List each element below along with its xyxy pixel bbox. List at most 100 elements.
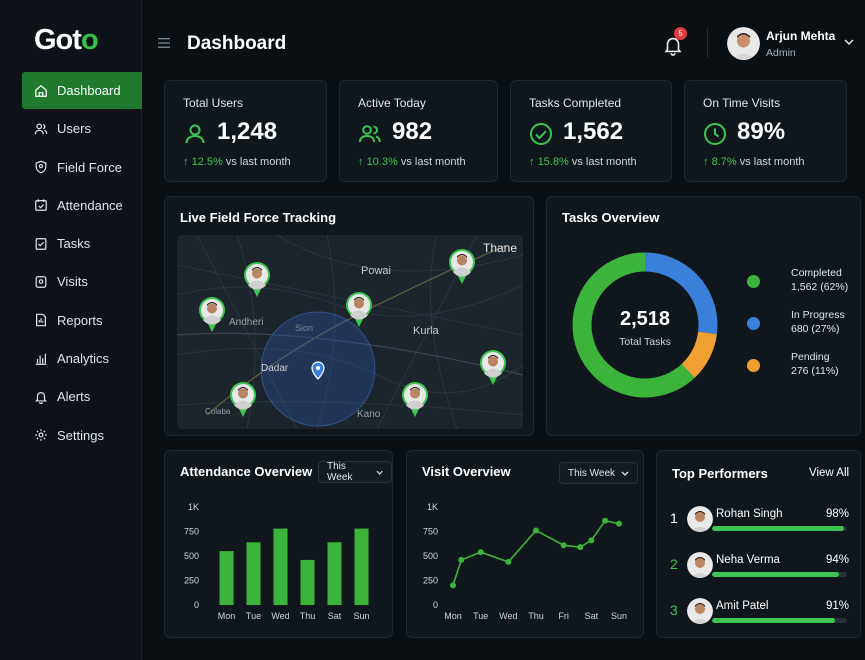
performer-percent: 94% (826, 554, 850, 566)
user-name: Arjun Mehta (766, 29, 836, 43)
view-all-link[interactable]: View All (809, 467, 850, 479)
performer-name: Rohan Singh (716, 508, 783, 520)
performer-avatar (687, 506, 713, 532)
y-tick-label: 500 (423, 551, 438, 561)
top-performers-title: Top Performers (672, 466, 768, 481)
visit-point (533, 527, 539, 534)
attendance-period-select[interactable]: This Week (318, 461, 392, 483)
bar-chart-icon (34, 352, 48, 366)
sidebar-item-label: Users (57, 121, 91, 137)
map-label-thane: Thane (483, 241, 518, 255)
tasks-overview-card: Tasks Overview 2,518 Total Tasks Complet… (546, 196, 861, 436)
field-agent-pin[interactable] (229, 381, 257, 419)
sidebar-item-label: Analytics (57, 351, 110, 367)
legend-value: 276 (11%) (791, 365, 839, 377)
map-label-powai: Powai (361, 265, 391, 277)
visit-period-select[interactable]: This Week (559, 462, 639, 484)
top-performers-card: Top Performers View All 1 Rohan Singh 98% 2… (656, 450, 861, 638)
user-avatar[interactable] (727, 27, 760, 60)
donut-total-label: Total Tasks (619, 336, 671, 348)
stat-card-tasks-completed: Tasks Completed 1,562 ↑ 15.8% vs last mont… (510, 80, 672, 182)
sidebar-item-label: Settings (57, 427, 104, 443)
attendance-card: Attendance Overview This Week 0 250 500 750… (164, 450, 393, 638)
attendance-bar-chart: 0 250 500 750 1K Mon Tue Wed Thu Sat Sun (184, 502, 370, 621)
menu-icon[interactable] (158, 38, 170, 48)
performer-avatar (687, 552, 713, 578)
performer-progress (712, 572, 847, 577)
y-tick-label: 1K (188, 502, 199, 512)
home-icon (34, 84, 48, 98)
performer-avatar (687, 598, 713, 624)
stat-label: Active Today (358, 96, 426, 110)
report-icon (34, 313, 48, 327)
performer-progress (712, 618, 847, 623)
field-agent-pin[interactable] (345, 291, 373, 329)
performer-name: Neha Verma (716, 554, 780, 566)
field-agent-pin[interactable] (448, 248, 476, 286)
performer-progress (712, 526, 847, 531)
sidebar-item-settings[interactable]: Settings (0, 417, 142, 454)
clock-icon (704, 123, 726, 145)
x-tick-label: Sat (585, 611, 599, 621)
performer-rank: 1 (670, 510, 678, 526)
visit-point (458, 556, 465, 563)
performer-percent: 91% (826, 600, 850, 612)
x-tick-label: Sun (353, 611, 369, 621)
legend-value: 1,562 (62%) (791, 281, 849, 293)
sidebar-item-alerts[interactable]: Alerts (0, 378, 142, 415)
sidebar-item-attendance[interactable]: Attendance (0, 187, 142, 224)
sidebar-item-field-force[interactable]: Field Force (0, 149, 142, 186)
x-tick-label: Sun (611, 611, 627, 621)
sidebar-item-dashboard[interactable]: Dashboard (22, 72, 142, 109)
sidebar-item-reports[interactable]: Reports (0, 302, 142, 339)
chevron-down-icon[interactable] (844, 39, 854, 46)
map-label-dadar: Dadar (261, 363, 289, 374)
sidebar-item-label: Dashboard (57, 83, 121, 98)
user-icon (185, 124, 205, 144)
sidebar-item-label: Tasks (57, 236, 91, 252)
user-role: Admin (766, 47, 796, 59)
x-tick-label: Tue (473, 611, 488, 621)
sidebar-item-tasks[interactable]: Tasks (0, 225, 142, 262)
users-icon (34, 122, 48, 136)
y-tick-label: 250 (184, 576, 199, 586)
gear-icon (34, 428, 48, 442)
donut-slice-completed (572, 252, 718, 398)
sidebar-item-visits[interactable]: Visits (0, 263, 142, 300)
check-circle-icon (530, 123, 552, 145)
stat-value: 1,248 (217, 118, 278, 145)
x-tick-label: Wed (271, 611, 289, 621)
sidebar-item-label: Reports (57, 312, 103, 328)
bar-sun (354, 528, 369, 605)
y-tick-label: 0 (433, 600, 438, 610)
sidebar-item-label: Alerts (57, 389, 91, 405)
field-agent-pin[interactable] (479, 349, 507, 387)
legend-dot-completed (747, 275, 760, 288)
performer-rank: 3 (670, 602, 678, 618)
map[interactable]: Thane Powai Andheri Kurla Dadar Kano Colaba Sio… (177, 235, 523, 429)
x-tick-label: Mon (218, 611, 236, 621)
x-tick-label: Wed (499, 611, 517, 621)
legend-value: 680 (27%) (791, 323, 840, 335)
visit-point (505, 558, 512, 565)
live-tracking-card: Live Field Force Tracking Thane Powai Andh… (164, 196, 534, 436)
donut-total: 2,518 (619, 308, 671, 330)
sidebar-item-users[interactable]: Users (0, 110, 142, 147)
trend-up-icon: ↑ (358, 156, 367, 168)
field-agent-pin[interactable] (198, 296, 226, 334)
sidebar-item-analytics[interactable]: Analytics (0, 340, 142, 377)
sidebar: Goto Dashboard Users Field Force Attendance… (0, 0, 142, 660)
field-agent-pin[interactable] (401, 381, 429, 419)
trend-up-icon: ↑ (703, 156, 712, 168)
field-agent-pin[interactable] (243, 261, 271, 299)
stat-trend: ↑ 10.3% vs last month (358, 156, 466, 168)
location-shield-icon (34, 160, 48, 174)
legend-dot-pending (747, 359, 760, 372)
legend-name: In Progress (791, 309, 845, 321)
x-tick-label: Tue (246, 611, 261, 621)
bar-sat (327, 542, 342, 605)
x-tick-label: Thu (300, 611, 316, 621)
notification-badge: 5 (674, 27, 687, 40)
tasks-overview-title: Tasks Overview (562, 210, 660, 225)
notification-bell-icon[interactable] (662, 34, 684, 56)
